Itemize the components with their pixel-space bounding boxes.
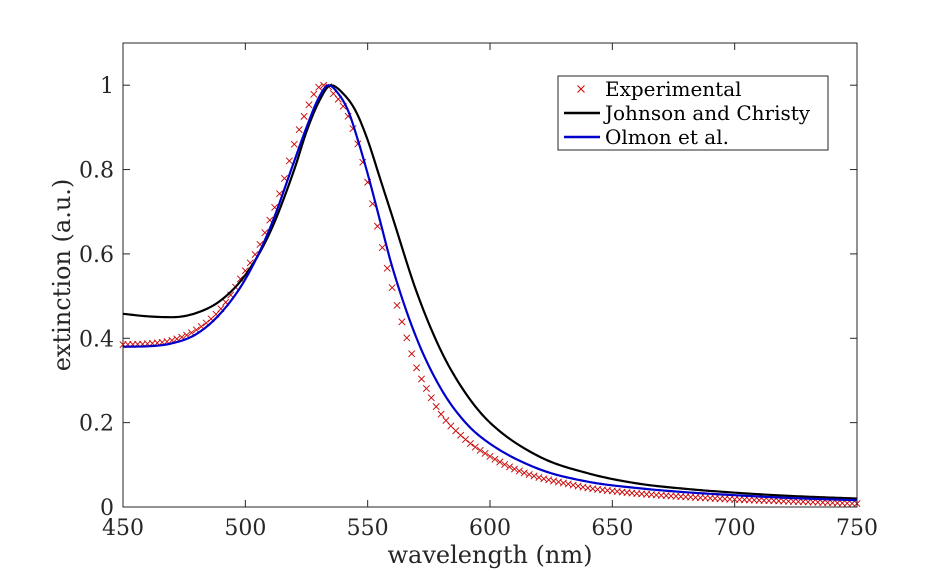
experimental-marker [383,264,391,272]
experimental-marker [471,443,479,451]
plot-area [119,42,861,508]
experimental-marker [510,465,518,473]
y-axis-title: extinction (a.u.) [48,179,76,372]
experimental-marker [315,83,323,91]
legend-label-2: Olmon et al. [605,125,729,149]
experimental-marker [310,90,318,98]
experimental-marker [427,394,435,402]
experimental-marker [476,446,484,454]
experimental-marker [437,410,445,418]
experimental-marker [525,470,533,479]
y-tick-label-3: 0.6 [79,243,114,268]
experimental-marker [535,473,543,481]
experimental-marker [413,364,421,372]
experimental-marker [432,403,440,411]
y-tick-label-2: 0.4 [79,327,114,352]
experimental-marker [373,222,381,230]
experimental-marker [408,350,416,358]
x-tick-label-750: 750 [836,516,878,541]
experimental-marker [393,301,401,309]
ticks-layer: 450 500 550 600 650 700 750 0 0.2 0.4 0.6 0.8 1 [79,43,878,541]
experimental-marker [486,452,494,460]
experimental-marker [378,244,386,252]
experimental-marker [530,472,538,480]
y-tick-label-1: 0.2 [79,412,114,437]
series-experimental-markers [119,81,861,508]
experimental-marker [388,284,396,292]
experimental-marker [285,157,293,165]
experimental-marker [417,375,426,383]
experimental-marker [462,435,470,444]
x-tick-label-450: 450 [102,516,144,541]
x-tick-label-700: 700 [714,516,756,541]
x-tick-label-650: 650 [591,516,633,541]
experimental-marker [457,431,465,439]
experimental-marker [501,460,509,468]
y-tick-label-5: 1 [100,74,114,99]
experimental-marker [295,126,303,134]
experimental-marker [506,463,514,471]
experimental-marker [403,334,411,342]
experimental-marker [481,449,489,457]
experimental-marker [422,385,430,393]
x-tick-label-600: 600 [469,516,511,541]
experimental-marker [496,458,504,466]
y-tick-label-0: 0 [100,496,114,521]
legend-label-1: Johnson and Christy [603,101,811,125]
series-layer [119,81,861,508]
series-line-olmon [122,84,858,502]
series-line-johnson-christy [122,84,858,500]
x-tick-label-550: 550 [347,516,389,541]
experimental-marker [236,275,244,283]
y-tick-label-4: 0.8 [79,159,114,184]
experimental-marker [305,101,313,109]
legend-label-0: Experimental [605,77,742,101]
x-axis-title: wavelength (nm) [388,541,593,569]
experimental-marker [290,140,298,148]
experimental-marker [491,455,499,463]
legend-swatch-experimental [577,85,585,93]
experimental-marker [515,467,523,475]
experimental-marker [520,469,528,477]
experimental-marker [466,439,474,448]
experimental-marker [398,318,406,326]
legend-box [557,75,829,151]
experimental-marker [300,112,308,120]
x-tick-label-500: 500 [224,516,266,541]
